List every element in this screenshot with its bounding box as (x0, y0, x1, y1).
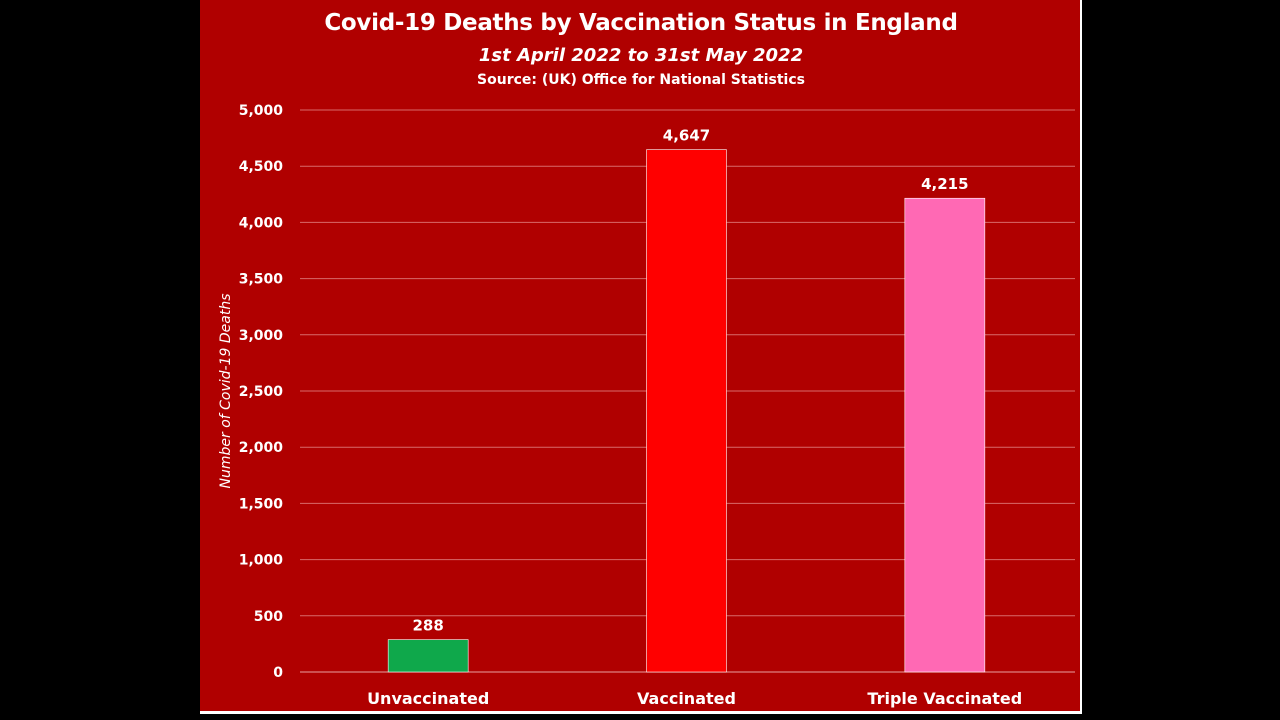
data-label: 288 (413, 617, 444, 635)
x-tick-label: Triple Vaccinated (867, 689, 1022, 708)
chart-title: Covid-19 Deaths by Vaccination Status in… (324, 10, 958, 36)
y-tick-label: 5,000 (239, 103, 284, 119)
data-label: 4,215 (921, 175, 968, 193)
x-tick-label: Vaccinated (637, 689, 736, 708)
y-tick-label: 0 (273, 665, 283, 681)
y-tick-label: 4,000 (239, 215, 284, 231)
y-tick-label: 4,500 (239, 159, 284, 175)
x-tick-label: Unvaccinated (367, 689, 489, 708)
data-label: 4,647 (663, 127, 710, 145)
bar (904, 197, 986, 673)
chart-source: Source: (UK) Office for National Statist… (477, 72, 805, 88)
bar (387, 639, 469, 673)
y-tick-label: 500 (254, 609, 283, 625)
y-tick-label: 1,500 (239, 496, 284, 512)
y-tick-label: 1,000 (239, 553, 284, 569)
chart-subtitle: 1st April 2022 to 31st May 2022 (478, 45, 804, 66)
y-tick-label: 2,500 (239, 384, 284, 400)
y-tick-label: 3,500 (239, 272, 284, 288)
y-tick-label: 3,000 (239, 328, 284, 344)
bar (646, 149, 727, 673)
y-tick-label: 2,000 (239, 440, 284, 456)
